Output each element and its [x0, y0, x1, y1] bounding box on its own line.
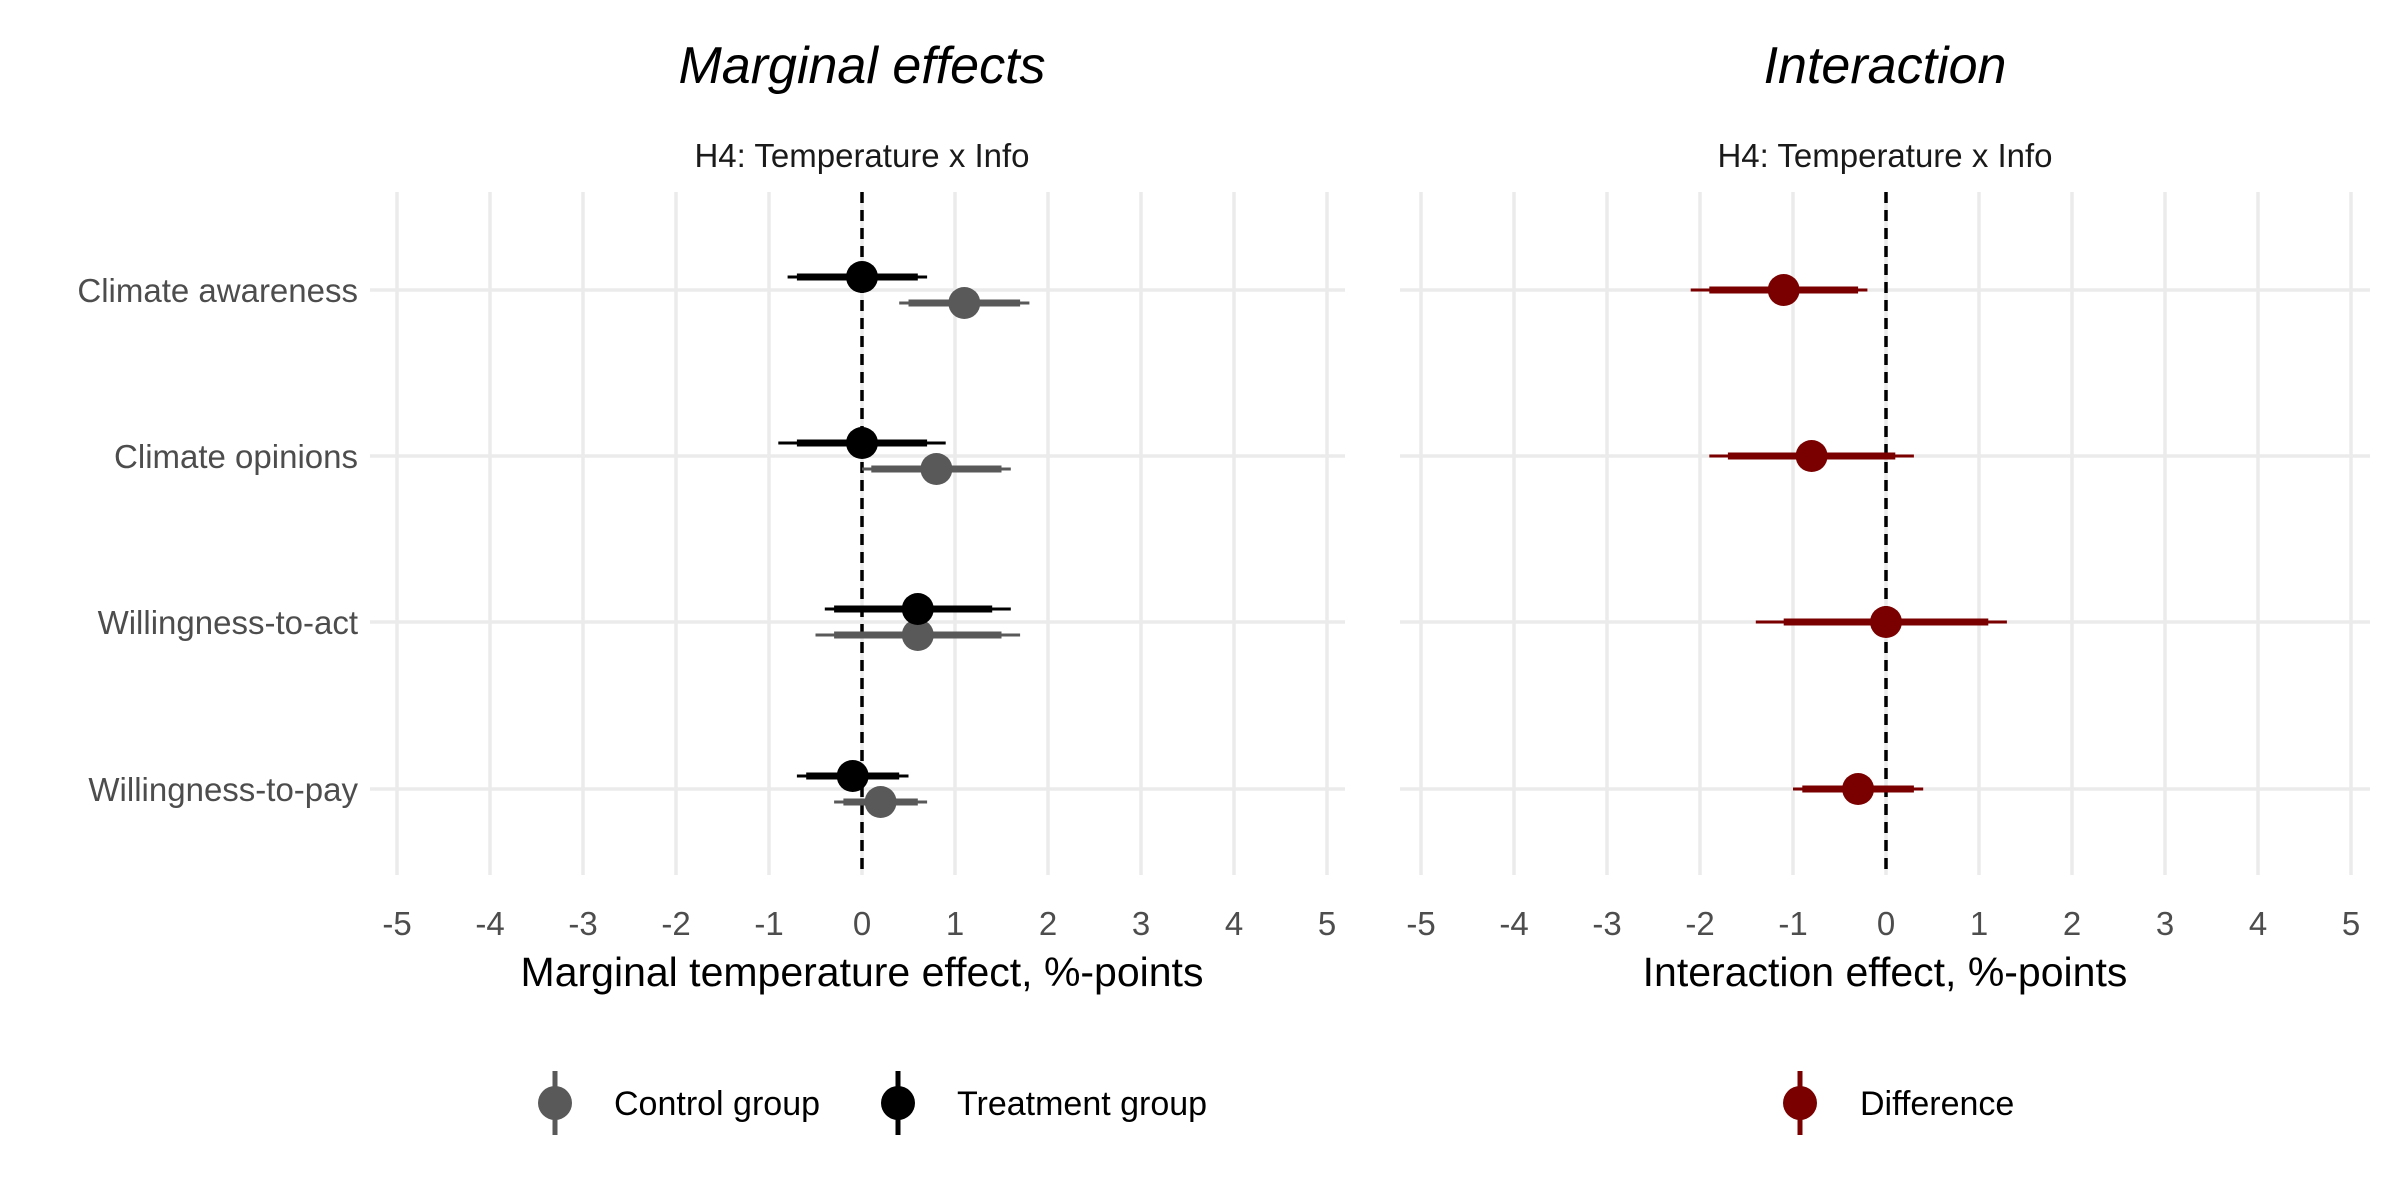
x-tick-label: 5: [1318, 905, 1336, 942]
legend-key-point: [1783, 1086, 1817, 1120]
x-tick-label: -3: [568, 905, 597, 942]
point-estimate: [1870, 606, 1902, 638]
x-tick-label: 1: [946, 905, 964, 942]
x-tick-label: -4: [475, 905, 504, 942]
x-tick-label: 1: [1970, 905, 1988, 942]
point-estimate: [1795, 440, 1828, 472]
point-estimate: [901, 619, 934, 651]
legend-layer: Control group Treatment group Difference: [538, 1071, 2014, 1135]
right-panel-title: Interaction: [1764, 37, 2007, 95]
legend-key-point: [881, 1086, 915, 1120]
y-tick-label: Climate awareness: [77, 272, 358, 309]
point-estimate: [846, 261, 878, 293]
x-tick-label: 0: [1877, 905, 1895, 942]
x-tick-label: -2: [661, 905, 690, 942]
left-x-axis-title: Marginal temperature effect, %-points: [521, 949, 1204, 995]
x-tick-label: 2: [1039, 905, 1057, 942]
x-tick-label: -5: [382, 905, 411, 942]
x-tick-label: 4: [2249, 905, 2267, 942]
y-tick-label: Climate opinions: [114, 438, 358, 475]
x-tick-label: 3: [1132, 905, 1150, 942]
tick-layer: -5 -4 -3 -2 -1 0 1 2 3 4 5 Climate awareness Climate…: [77, 272, 2360, 942]
marks-layer: [778, 261, 2007, 818]
point-estimate: [1842, 773, 1875, 805]
x-tick-label: 5: [2342, 905, 2360, 942]
point-estimate: [948, 287, 981, 319]
legend-label: Control group: [614, 1085, 820, 1123]
x-tick-label: 0: [853, 905, 871, 942]
point-estimate: [1767, 274, 1800, 306]
left-panel-title: Marginal effects: [678, 37, 1045, 95]
point-estimate: [846, 427, 878, 459]
point-estimate: [864, 786, 897, 818]
right-facet-label: H4: Temperature x Info: [1717, 137, 2052, 174]
legend-label: Treatment group: [957, 1085, 1207, 1123]
x-tick-label: -1: [754, 905, 783, 942]
point-estimate: [920, 453, 953, 485]
legend-label: Difference: [1860, 1085, 2014, 1123]
x-tick-label: -5: [1406, 905, 1435, 942]
y-tick-label: Willingness-to-pay: [88, 771, 358, 808]
x-tick-label: 4: [1225, 905, 1243, 942]
x-tick-label: -4: [1499, 905, 1528, 942]
point-estimate: [836, 760, 869, 792]
x-tick-label: -3: [1592, 905, 1621, 942]
point-estimate: [901, 593, 934, 625]
x-tick-label: 2: [2063, 905, 2081, 942]
legend-key-point: [538, 1086, 572, 1120]
right-x-axis-title: Interaction effect, %-points: [1643, 949, 2128, 995]
x-tick-label: 3: [2156, 905, 2174, 942]
left-facet-label: H4: Temperature x Info: [694, 137, 1029, 174]
x-tick-label: -1: [1778, 905, 1807, 942]
y-tick-label: Willingness-to-act: [98, 604, 358, 641]
x-tick-label: -2: [1685, 905, 1714, 942]
